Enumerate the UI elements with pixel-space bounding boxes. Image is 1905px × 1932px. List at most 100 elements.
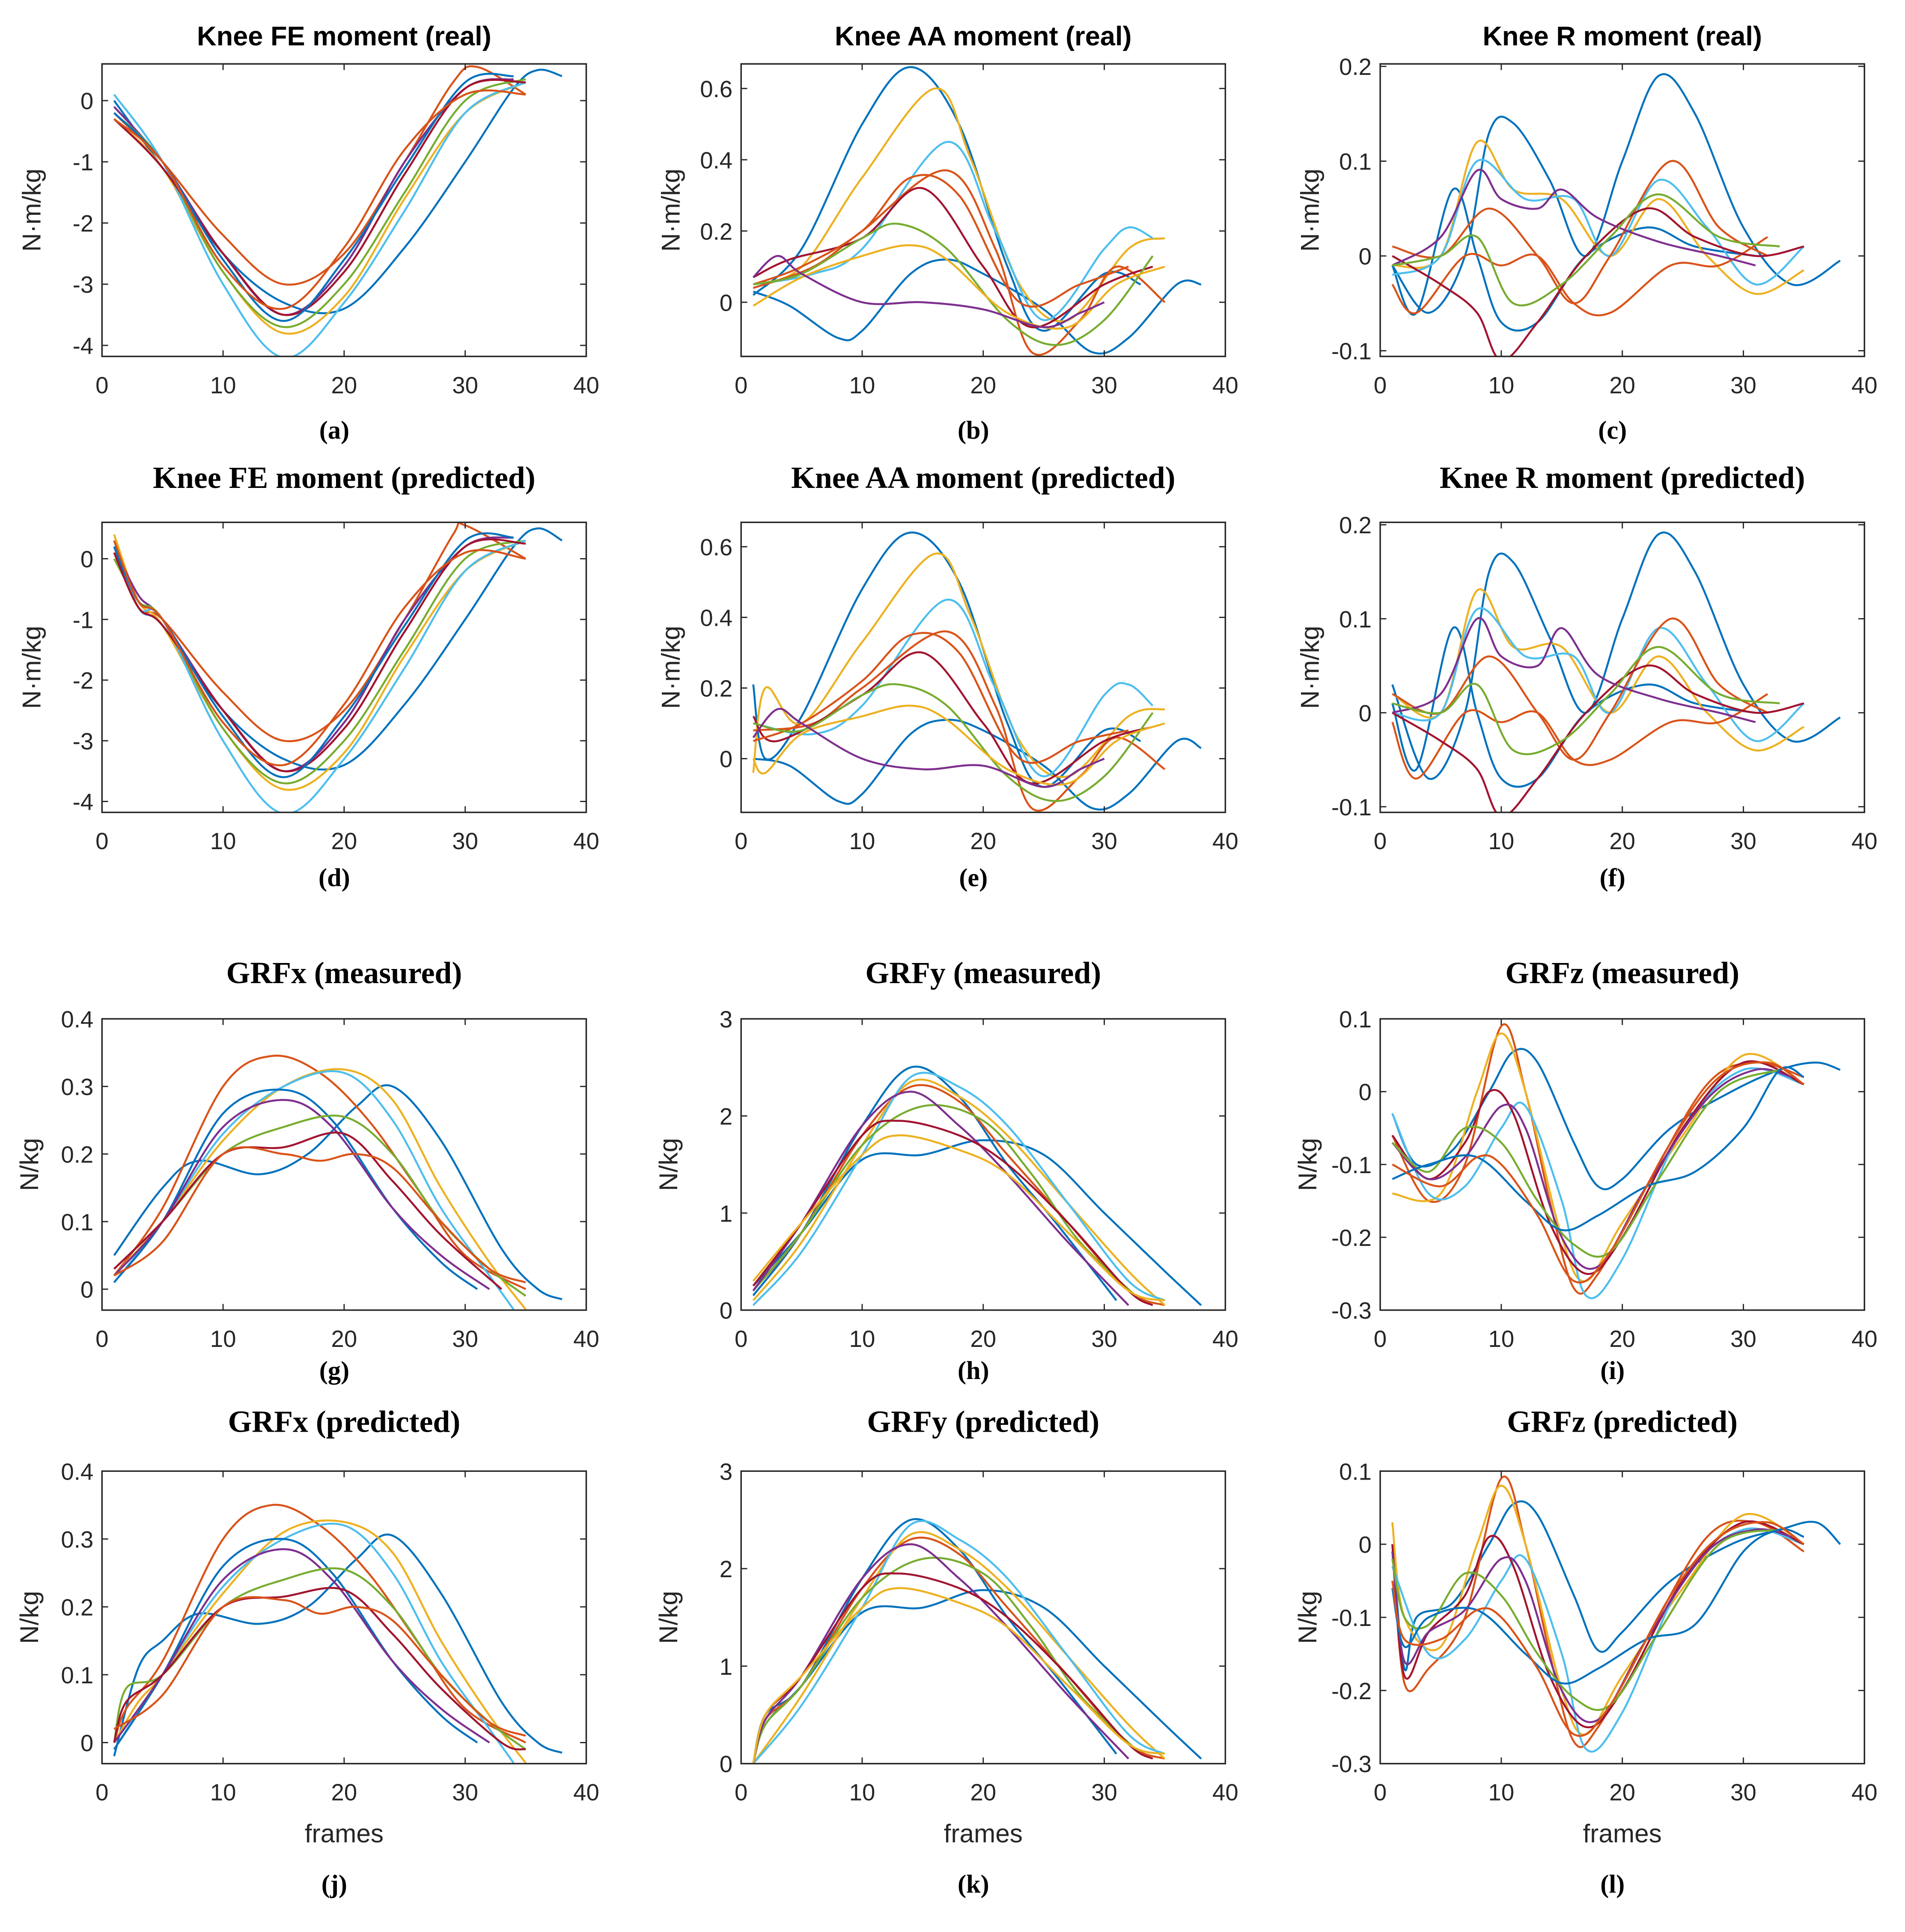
y-tick-label: 0 — [720, 290, 732, 316]
series-line-8 — [753, 683, 1154, 802]
series-line-5 — [1391, 236, 1768, 317]
x-tick-label: 30 — [1091, 372, 1117, 398]
series-line-3 — [752, 552, 1165, 778]
series-group — [113, 1055, 563, 1310]
series-line-3 — [1392, 140, 1804, 295]
x-tick-label: 0 — [735, 372, 747, 398]
series-group — [752, 1065, 1202, 1306]
series-line-3 — [752, 1537, 1165, 1764]
series-line-2 — [1391, 1475, 1805, 1748]
series-line-8 — [1392, 1066, 1804, 1232]
y-tick-label: 0.4 — [61, 1459, 93, 1485]
series-group — [113, 65, 563, 357]
series-line-6 — [1391, 1528, 1792, 1724]
y-tick-label: 2 — [720, 1556, 732, 1582]
series-line-5 — [113, 1088, 478, 1290]
axes-box — [1379, 521, 1865, 813]
series-line-9 — [113, 1596, 526, 1737]
x-tick-label: 30 — [1730, 828, 1756, 854]
x-tick-label: 30 — [452, 828, 478, 854]
x-tick-label: 10 — [849, 828, 875, 854]
y-tick-label: 1 — [720, 1654, 732, 1680]
x-tick-label: 0 — [1374, 1326, 1387, 1352]
y-tick-label: -2 — [73, 211, 94, 237]
y-tick-label: 0 — [80, 1277, 93, 1303]
series-line-6 — [753, 187, 1153, 329]
series-line-9 — [113, 1146, 526, 1284]
axes-box — [101, 63, 587, 357]
x-tick-label: 30 — [1091, 1780, 1117, 1806]
y-axis-label: N·m/kg — [17, 626, 46, 709]
x-tick-label: 40 — [573, 372, 599, 398]
x-tick-label: 30 — [1730, 372, 1756, 398]
x-tick-label: 40 — [1212, 1780, 1238, 1806]
y-tick-label: 0.4 — [700, 147, 732, 173]
series-line-3 — [113, 1068, 527, 1310]
series-line-2 — [752, 1065, 1117, 1301]
x-tick-label: 20 — [1609, 1780, 1635, 1806]
series-group — [752, 66, 1202, 356]
series-line-5 — [1391, 693, 1768, 780]
series-line-7 — [1391, 1069, 1780, 1258]
subplot-g: GRFx (measured) 0 10 20 30 40 0 0.1 0.2 0.3 0.4 N/k… — [15, 956, 599, 1385]
subplot-l: GRFz (predicted) 0 10 20 30 40 -0.3 -0.2 -0.1 0 0.… — [1293, 1404, 1878, 1899]
series-line-2 — [753, 259, 1202, 355]
x-tick-label: 0 — [95, 1326, 108, 1352]
subplot-title: Knee AA moment (predicted) — [791, 461, 1176, 495]
series-line-9 — [1392, 1061, 1805, 1284]
series-group — [1391, 1475, 1841, 1753]
y-axis-label: N/kg — [1293, 1138, 1322, 1191]
x-tick-label: 10 — [1488, 1326, 1515, 1352]
x-tick-label: 20 — [331, 372, 357, 398]
series-line-8 — [753, 223, 1154, 346]
x-axis-label: frames — [944, 1819, 1023, 1848]
panel-label: (b) — [958, 416, 989, 445]
subplot-title: Knee R moment (real) — [1482, 21, 1762, 51]
axes-box — [101, 521, 587, 813]
y-tick-label: 0.2 — [1339, 512, 1372, 538]
x-tick-label: 10 — [1488, 1780, 1515, 1806]
y-axis-label: N/kg — [15, 1138, 44, 1191]
x-axis-label: frames — [1583, 1819, 1662, 1848]
y-tick-label: -0.1 — [1331, 794, 1372, 820]
series-line-6 — [113, 1548, 490, 1744]
series-group — [1391, 531, 1841, 813]
series-line-7 — [113, 538, 526, 773]
series-line-6 — [752, 1557, 1141, 1764]
series-line-2 — [113, 1504, 527, 1744]
y-axis-label: N·m/kg — [656, 169, 685, 252]
series-line-8 — [1392, 617, 1756, 723]
series-line-3 — [753, 87, 1165, 323]
x-tick-label: 10 — [1488, 372, 1515, 398]
subplot-k: GRFy (predicted) 0 10 20 30 40 0 1 2 3 N/kg frames (… — [654, 1404, 1238, 1899]
x-tick-label: 30 — [1091, 1326, 1117, 1352]
y-tick-label: 0.4 — [700, 605, 732, 631]
x-tick-label: 10 — [849, 372, 875, 398]
subplot-title: GRFz (predicted) — [1507, 1404, 1738, 1439]
series-line-7 — [752, 1091, 1129, 1306]
x-tick-label: 20 — [970, 1780, 996, 1806]
series-line-9 — [1392, 646, 1780, 755]
x-tick-label: 40 — [573, 828, 599, 854]
x-tick-label: 0 — [95, 828, 108, 854]
x-tick-label: 40 — [1851, 372, 1878, 398]
series-group — [752, 532, 1202, 812]
series-line-2 — [113, 65, 527, 286]
y-axis-label: N·m/kg — [1295, 169, 1325, 252]
subplot-a: Knee FE moment (real) 0 10 20 30 40 -4 -3 -2 -1 0 N… — [17, 21, 599, 445]
x-tick-label: 10 — [1488, 828, 1515, 854]
y-tick-label: 0.2 — [700, 219, 732, 245]
series-line-10 — [752, 255, 1105, 328]
subplot-c: Knee R moment (real)0 10 20 30 40-0.100.10.2… — [1295, 21, 1878, 445]
x-tick-label: 20 — [1609, 1326, 1635, 1352]
x-tick-label: 0 — [1374, 828, 1387, 854]
y-tick-label: -0.1 — [1331, 1605, 1372, 1631]
x-tick-label: 0 — [1374, 1780, 1387, 1806]
x-axis-label: frames — [305, 1819, 384, 1848]
x-tick-label: 40 — [1851, 1326, 1878, 1352]
series-line-6 — [1392, 617, 1768, 761]
x-tick-label: 30 — [1730, 1780, 1756, 1806]
y-tick-label: -3 — [73, 272, 94, 298]
subplot-title: GRFy (measured) — [865, 956, 1101, 990]
